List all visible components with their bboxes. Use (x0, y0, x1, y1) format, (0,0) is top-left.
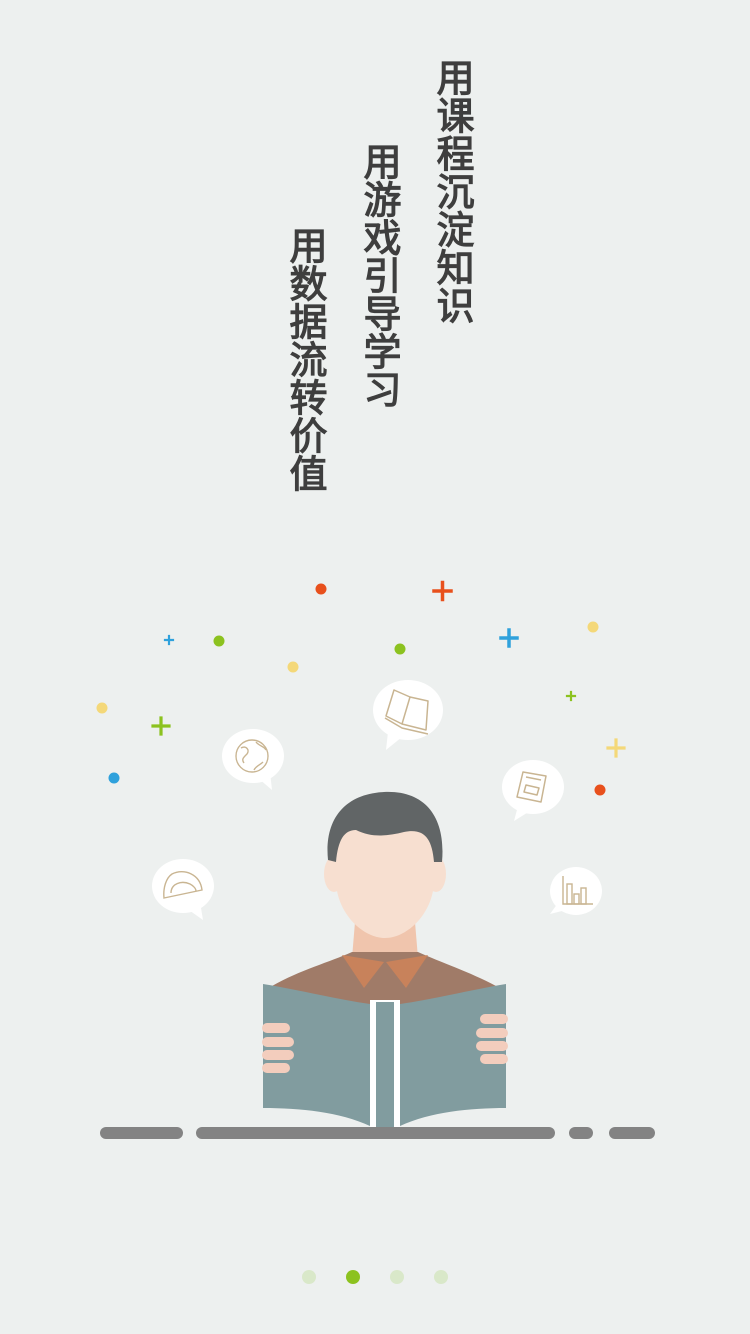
slogan-area: 用课程沉淀知识 用游戏引导学习 用数据流转价值 (0, 0, 750, 560)
bubble-globe (222, 729, 284, 790)
reader-figure (262, 791, 508, 1128)
page-dot-4[interactable] (434, 1270, 448, 1284)
page-dot-2-active[interactable] (346, 1270, 360, 1284)
open-book-icon (384, 689, 429, 735)
page-dot-3[interactable] (390, 1270, 404, 1284)
left-hand (262, 1023, 294, 1073)
ground-line (100, 1127, 655, 1139)
bubble-open-book (373, 680, 443, 750)
page-dot-1[interactable] (302, 1270, 316, 1284)
slogan-line-games: 用游戏引导学习 (357, 142, 402, 408)
bubble-bar-chart (550, 867, 602, 915)
confetti (96, 580, 626, 796)
page-indicator (0, 1268, 750, 1286)
right-hand (476, 1014, 508, 1064)
slogan-line-courses: 用课程沉淀知识 (430, 58, 475, 324)
protractor-icon (163, 871, 203, 899)
bar-chart-icon (562, 876, 593, 905)
open-book (263, 984, 506, 1128)
bubble-protractor (152, 859, 214, 920)
notebook-icon (516, 771, 547, 803)
bubble-notebook (502, 760, 564, 821)
slogan-line-data: 用数据流转价值 (283, 226, 328, 492)
reader-illustration (0, 560, 750, 1180)
globe-icon (235, 739, 269, 773)
